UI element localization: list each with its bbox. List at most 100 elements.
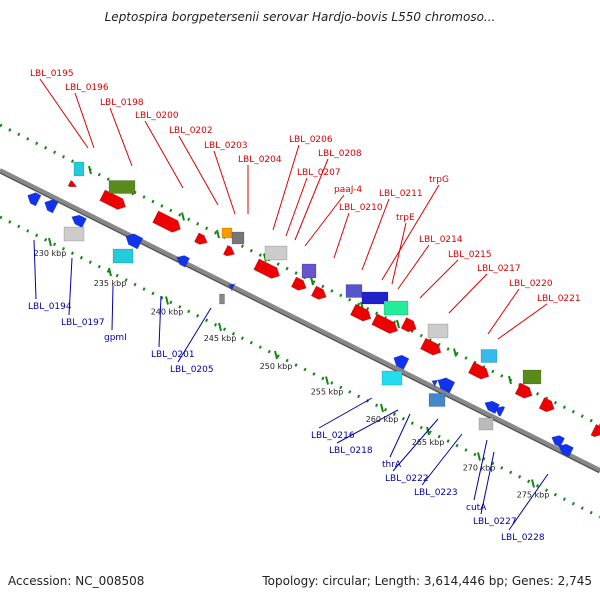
forward-gene-box [264, 245, 288, 261]
scale-tick-label: 240 kbp [151, 308, 184, 317]
scale-tick-label: 270 kbp [463, 464, 496, 473]
reverse-gene-label: LBL_0228 [501, 533, 545, 543]
reverse-gene-arrow [393, 354, 410, 370]
reverse-gene-arrow-shape [495, 406, 506, 417]
reverse-gene-box [63, 226, 85, 242]
forward-gene-leader [294, 158, 329, 241]
forward-gene-label: LBL_0221 [537, 294, 581, 304]
forward-gene-box [345, 284, 363, 298]
forward-track-dots [0, 123, 600, 427]
reverse-gene-arrow-shape [437, 377, 456, 394]
reverse-gene-arrow-shape [27, 192, 42, 207]
forward-gene-label: LBL_0214 [419, 235, 463, 245]
forward-gene-box [522, 369, 542, 385]
forward-gene-box [361, 291, 389, 305]
reverse-gene-leader [33, 239, 37, 300]
reverse-gene-arrow-shape [228, 283, 237, 292]
forward-gene-leader [361, 198, 390, 271]
scale-tick-label: 235 kbp [94, 279, 127, 288]
forward-gene-leader [74, 92, 95, 149]
reverse-gene-arrow-shape [125, 233, 144, 250]
reverse-gene-label: LBL_0194 [28, 302, 72, 312]
forward-gene-arrow-shape [310, 285, 327, 300]
topology-label: Topology: circular; Length: 3,614,446 bp… [262, 574, 592, 588]
forward-gene-box [221, 227, 233, 239]
scale-tick-label: 250 kbp [260, 362, 293, 371]
reverse-gene-arrow-shape [393, 354, 410, 370]
reverse-gene-leader [336, 409, 399, 444]
reverse-major-tick [165, 296, 169, 305]
reverse-track-dots [0, 215, 600, 519]
forward-gene-leader [213, 150, 236, 215]
forward-gene-label: LBL_0220 [509, 279, 553, 289]
forward-major-tick [181, 212, 185, 221]
forward-gene-arrow [590, 424, 600, 438]
reverse-major-tick [325, 376, 329, 385]
reverse-gene-label: thrA [382, 460, 402, 470]
reverse-major-tick [274, 350, 278, 360]
reverse-major-tick [108, 267, 112, 277]
reverse-gene-arrow [437, 377, 456, 394]
reverse-gene-arrow [228, 283, 237, 292]
reverse-gene-box [219, 293, 225, 305]
forward-gene-label: LBL_0217 [477, 264, 521, 274]
forward-major-tick [310, 276, 314, 286]
forward-gene-label: LBL_0206 [289, 135, 333, 145]
forward-gene-arrow [99, 189, 126, 210]
reverse-gene-leader [480, 451, 495, 515]
forward-gene-box [427, 323, 449, 339]
reverse-gene-arrow-shape [71, 214, 87, 228]
reverse-gene-arrow [484, 400, 500, 414]
forward-gene-box [480, 349, 498, 363]
reverse-major-tick [48, 237, 52, 247]
backbone-line [0, 168, 600, 472]
forward-gene-leader [109, 107, 133, 167]
forward-gene-leader [144, 120, 184, 189]
reverse-gene-box [381, 370, 403, 386]
forward-gene-arrow [222, 244, 235, 257]
forward-gene-arrow-shape [67, 180, 78, 188]
forward-gene-leader [285, 177, 308, 237]
forward-gene-leader [487, 288, 520, 335]
reverse-major-tick [380, 403, 384, 413]
reverse-gene-label: cutA [466, 503, 487, 513]
reverse-gene-arrow-shape [176, 255, 190, 268]
forward-gene-label: LBL_0211 [379, 189, 423, 199]
reverse-gene-leader [318, 397, 373, 429]
forward-gene-box [301, 263, 317, 279]
forward-major-tick [508, 375, 512, 385]
forward-gene-leader [304, 194, 345, 247]
forward-gene-arrow-shape [538, 397, 555, 413]
forward-gene-label: LBL_0210 [339, 203, 383, 213]
reverse-gene-arrow [71, 214, 87, 228]
forward-gene-arrow [290, 276, 307, 291]
reverse-gene-label: LBL_0223 [414, 488, 458, 498]
forward-gene-label: trpE [396, 213, 415, 223]
reverse-gene-arrow-shape [44, 199, 59, 214]
forward-major-tick [396, 319, 400, 329]
reverse-major-tick [477, 452, 481, 461]
forward-gene-leader [333, 212, 350, 259]
reverse-gene-label: LBL_0197 [61, 318, 105, 328]
forward-gene-arrow [350, 303, 372, 322]
reverse-gene-box [478, 417, 494, 431]
forward-gene-arrow [514, 382, 533, 399]
forward-gene-box [231, 231, 245, 245]
accession-label: Accession: NC_008508 [8, 574, 145, 588]
forward-gene-leader [397, 244, 430, 290]
reverse-gene-arrow [176, 255, 190, 268]
forward-gene-leader [497, 303, 548, 340]
reverse-gene-leader [421, 433, 463, 486]
forward-gene-label: LBL_0215 [448, 250, 492, 260]
reverse-gene-arrow [27, 192, 42, 207]
forward-gene-label: LBL_0207 [297, 168, 341, 178]
forward-gene-leader [419, 259, 459, 299]
forward-gene-arrow [468, 361, 490, 380]
scale-tick-label: 230 kbp [34, 249, 67, 258]
reverse-gene-box [428, 393, 446, 407]
forward-gene-arrow [253, 258, 280, 279]
reverse-gene-arrow [495, 406, 506, 417]
reverse-gene-label: LBL_0222 [385, 474, 429, 484]
